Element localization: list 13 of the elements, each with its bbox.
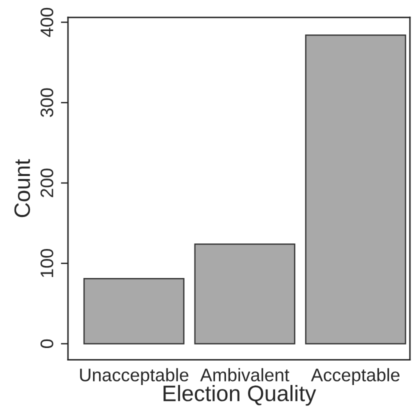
bar [83,278,184,344]
x-tick-label: Acceptable [310,368,400,385]
y-axis-title: Count [14,159,30,218]
x-tick-label: Unacceptable [80,368,188,385]
y-tick-label: 0 [40,339,54,348]
bar [305,34,406,344]
x-tick-label: Ambivalent [200,368,290,382]
y-tick-label: 100 [40,249,54,278]
y-tick-label: 300 [40,88,54,117]
y-tick-label: 200 [40,168,54,198]
bar [194,243,296,344]
x-axis-title: Election Quality [164,384,316,406]
y-tick-label: 400 [40,8,54,37]
